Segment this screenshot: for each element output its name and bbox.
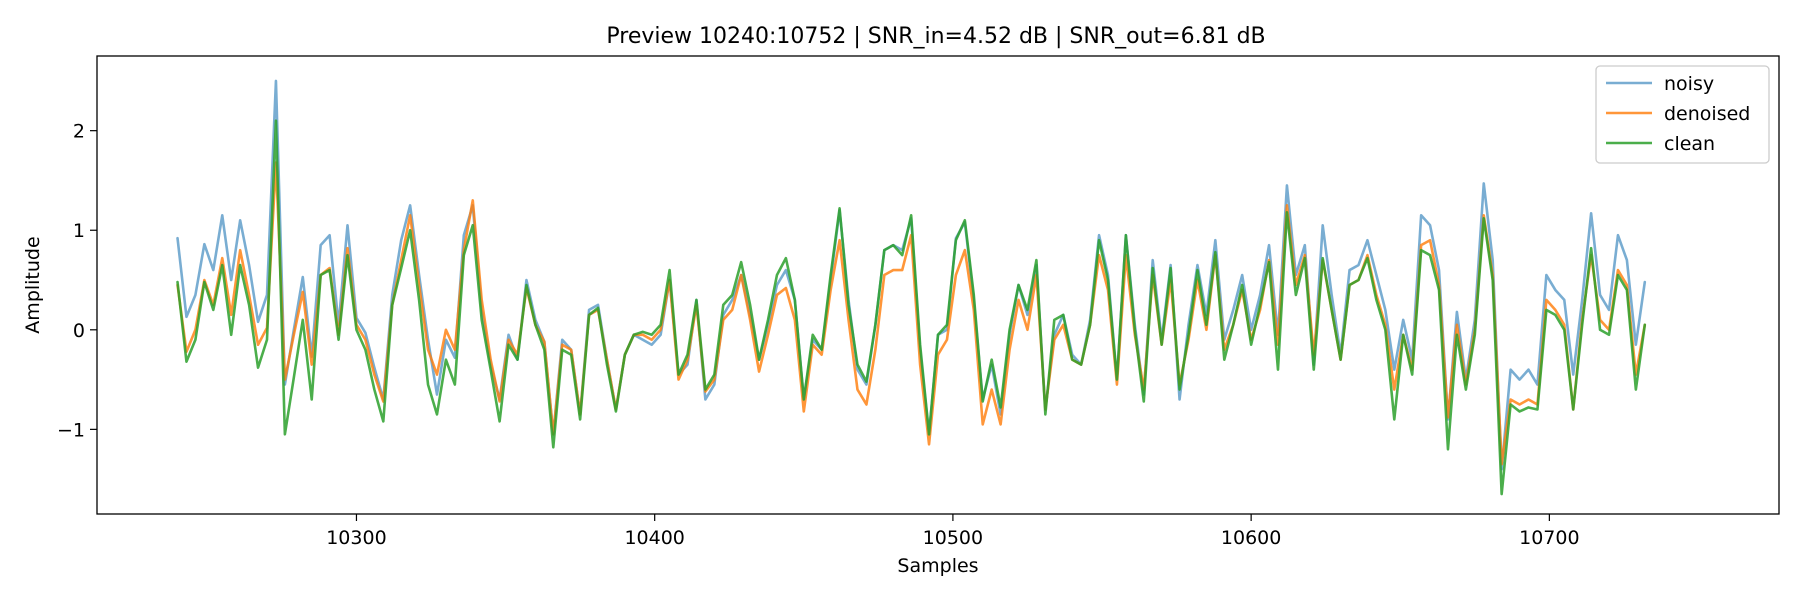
legend-label-denoised: denoised — [1664, 103, 1750, 125]
y-tick-label: −1 — [57, 419, 85, 441]
plot-frame — [97, 56, 1779, 514]
x-axis: 10300 10400 10500 10600 10700 — [326, 514, 1579, 549]
legend-label-clean: clean — [1664, 133, 1715, 155]
y-tick-label: 0 — [73, 320, 85, 342]
y-tick-label: 1 — [73, 220, 85, 242]
y-axis-label: Amplitude — [22, 236, 44, 333]
x-tick-label: 10300 — [326, 527, 386, 549]
y-axis: −1 0 1 2 — [57, 121, 97, 442]
x-tick-label: 10500 — [923, 527, 983, 549]
x-tick-label: 10400 — [624, 527, 684, 549]
x-tick-label: 10600 — [1221, 527, 1281, 549]
x-axis-label: Samples — [897, 555, 978, 577]
series-layer — [178, 81, 1645, 494]
legend: noisy denoised clean — [1596, 66, 1769, 163]
series-line-clean — [178, 121, 1645, 494]
chart-title: Preview 10240:10752 | SNR_in=4.52 dB | S… — [606, 24, 1265, 49]
y-tick-label: 2 — [73, 121, 85, 143]
series-line-denoised — [178, 163, 1645, 465]
x-tick-label: 10700 — [1519, 527, 1579, 549]
legend-label-noisy: noisy — [1664, 73, 1714, 95]
